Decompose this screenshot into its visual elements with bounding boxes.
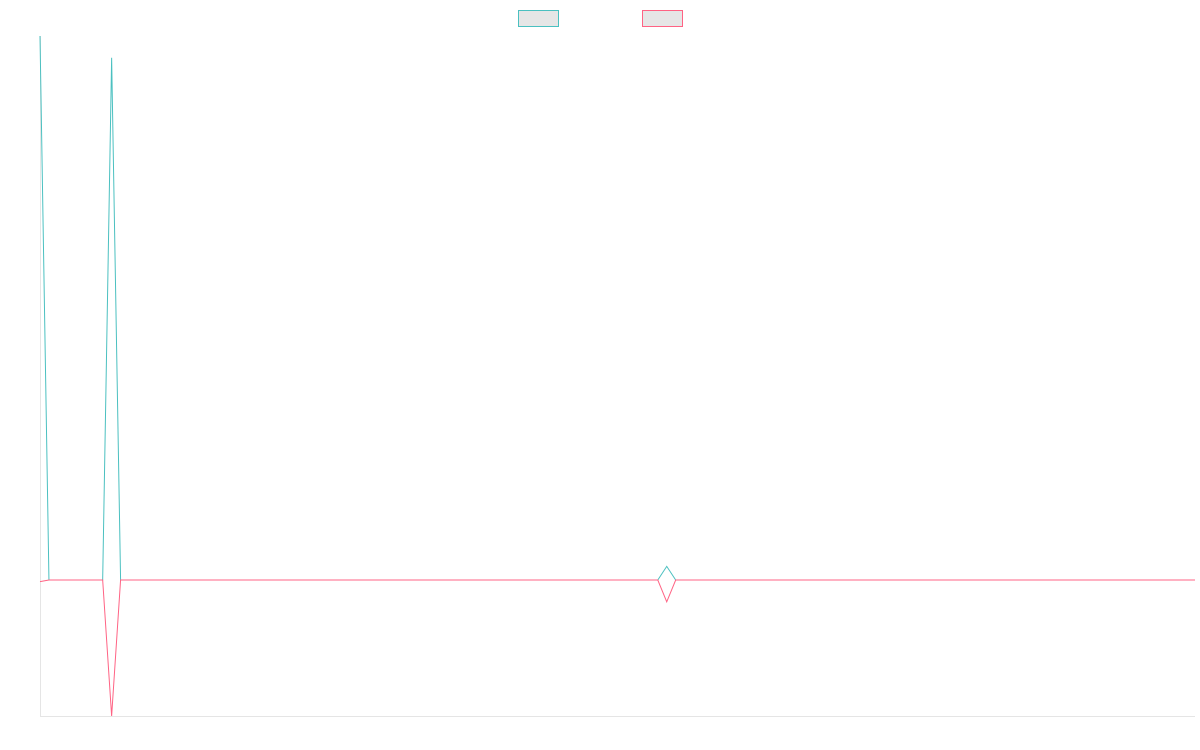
axes xyxy=(40,36,1195,717)
legend-swatch-2[interactable] xyxy=(642,10,683,27)
legend-swatch-1[interactable] xyxy=(518,10,559,27)
legend xyxy=(518,10,683,27)
series-line-1 xyxy=(39,35,1195,581)
series-line-2 xyxy=(39,579,1195,717)
series-layer xyxy=(39,35,1195,717)
